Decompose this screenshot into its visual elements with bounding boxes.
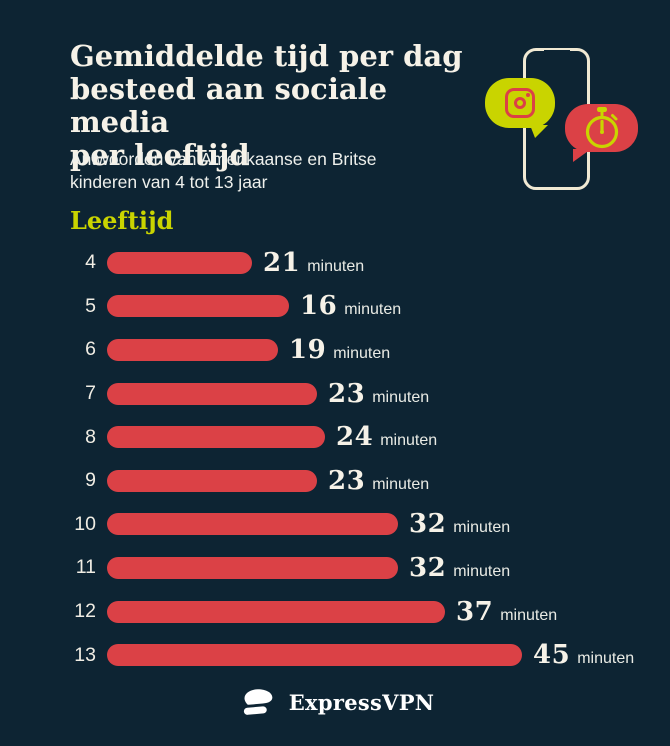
bar: [107, 556, 398, 579]
bar: [107, 338, 278, 361]
bar-row: 4 21 minuten: [60, 241, 670, 285]
age-label: 5: [85, 294, 96, 317]
instagram-lens: [514, 97, 526, 109]
minutes-unit: minuten: [453, 519, 511, 537]
minutes-number: 23: [328, 465, 366, 496]
age-label: 6: [85, 338, 96, 361]
age-label: 10: [74, 512, 96, 535]
value-label: 32 minuten: [409, 553, 510, 583]
value-label: 45 minuten: [533, 640, 634, 670]
stopwatch-icon: [585, 107, 619, 149]
value-label: 37 minuten: [456, 597, 557, 627]
age-label: 7: [85, 382, 96, 405]
minutes-unit: minuten: [307, 257, 365, 275]
instagram-icon: [505, 88, 535, 118]
minutes-unit: minuten: [380, 432, 438, 450]
age-label: 11: [75, 556, 96, 579]
minutes-unit: minuten: [344, 301, 402, 319]
bar-row: 6 19 minuten: [60, 328, 670, 372]
axis-label-leeftijd: Leeftijd: [70, 206, 174, 235]
minutes-unit: minuten: [333, 344, 391, 362]
title-line-1: Gemiddelde tijd per dag: [70, 39, 463, 73]
minutes-number: 37: [456, 596, 494, 627]
minutes-number: 32: [409, 509, 447, 540]
bar: [107, 382, 317, 405]
value-label: 32 minuten: [409, 509, 510, 539]
minutes-number: 23: [328, 378, 366, 409]
bar: [107, 644, 522, 667]
age-label: 4: [85, 251, 96, 274]
title-line-3: per leeftijd: [70, 138, 250, 172]
value-label: 24 minuten: [336, 422, 437, 452]
page-title: Gemiddelde tijd per dag besteed aan soci…: [70, 40, 490, 172]
bar-row: 7 23 minuten: [60, 372, 670, 416]
value-label: 23 minuten: [328, 379, 429, 409]
bar-row: 9 23 minuten: [60, 459, 670, 503]
brand-wordmark: ExpressVPN: [288, 689, 435, 715]
value-label: 21 minuten: [263, 248, 364, 278]
subtitle-line-2: kinderen van 4 tot 13 jaar: [70, 172, 268, 192]
bar: [107, 295, 289, 318]
value-label: 23 minuten: [328, 466, 429, 496]
subtitle: Antwoorden van Amerikaanse en Britse kin…: [70, 148, 430, 194]
minutes-number: 19: [289, 334, 327, 365]
value-label: 19 minuten: [289, 335, 390, 365]
chat-bubble-timer: [565, 104, 638, 152]
brand-footer: ExpressVPN: [0, 680, 670, 724]
minutes-number: 21: [263, 247, 301, 278]
title-line-2: besteed aan sociale media: [70, 72, 388, 139]
phone-notch: [543, 50, 570, 58]
bar-row: 8 24 minuten: [60, 415, 670, 459]
bar-row: 10 32 minuten: [60, 503, 670, 547]
phone-illustration: [470, 30, 655, 205]
minutes-number: 24: [336, 422, 374, 453]
subtitle-line-1: Antwoorden van Amerikaanse en Britse: [70, 149, 377, 169]
age-label: 13: [74, 643, 96, 666]
value-label: 16 minuten: [300, 291, 401, 321]
bar-row: 5 16 minuten: [60, 285, 670, 329]
age-label: 9: [85, 469, 96, 492]
age-label: 12: [74, 600, 96, 623]
bar-row: 12 37 minuten: [60, 590, 670, 634]
bar-row: 13 45 minuten: [60, 633, 670, 677]
expressvpn-logo-icon: [243, 688, 273, 715]
minutes-unit: minuten: [500, 606, 558, 624]
minutes-unit: minuten: [372, 475, 430, 493]
minutes-unit: minuten: [372, 388, 430, 406]
minutes-number: 45: [533, 640, 571, 671]
chat-bubble-instagram: [485, 78, 555, 128]
minutes-unit: minuten: [577, 650, 635, 668]
bar: [107, 426, 325, 449]
bar: [107, 600, 445, 623]
bar-row: 11 32 minuten: [60, 546, 670, 590]
age-label: 8: [85, 425, 96, 448]
minutes-unit: minuten: [453, 562, 511, 580]
minutes-number: 16: [300, 291, 338, 322]
minutes-number: 32: [409, 552, 447, 583]
bar: [107, 251, 252, 274]
bar-chart: 4 21 minuten 5 16 minuten 6 19 minuten 7 23…: [60, 241, 670, 677]
bar: [107, 469, 317, 492]
instagram-flash-dot: [526, 93, 530, 97]
bar: [107, 513, 398, 536]
